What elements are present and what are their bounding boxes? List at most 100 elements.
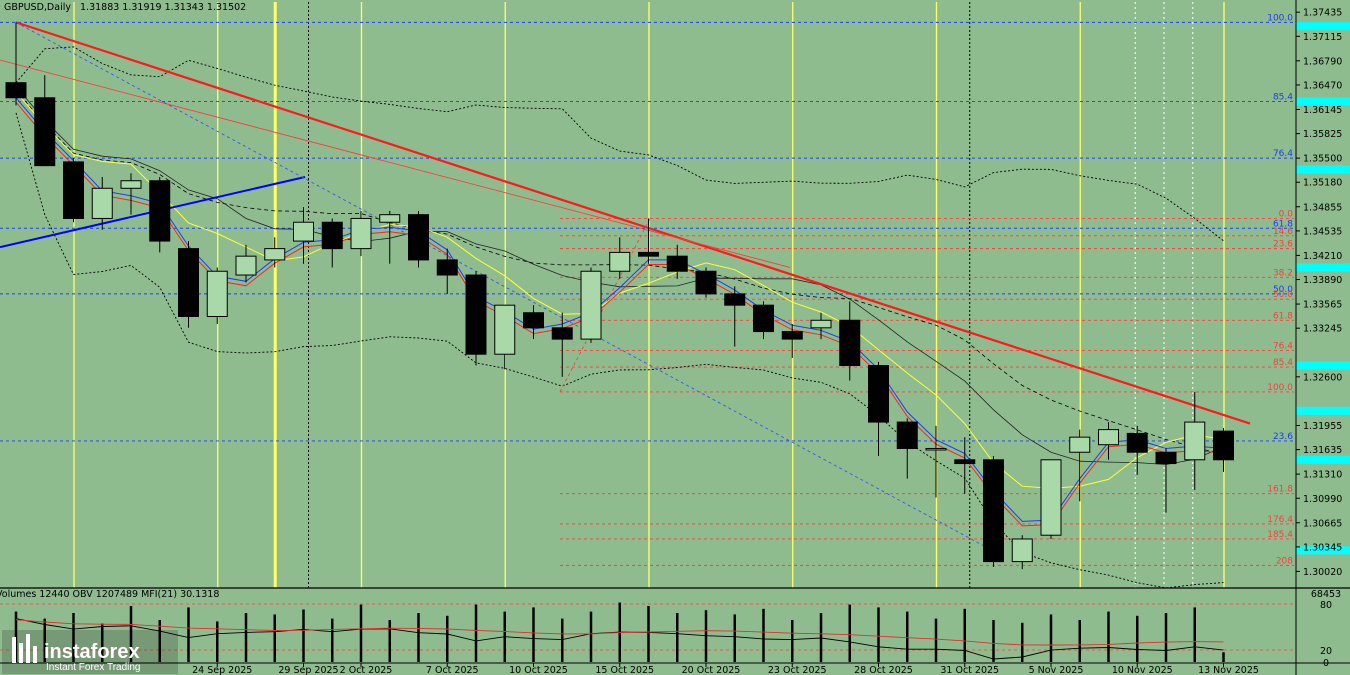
price-tag <box>1296 361 1350 370</box>
candle-body <box>34 97 56 167</box>
date-label: 7 Oct 2025 <box>426 665 479 675</box>
candle-body <box>896 421 918 449</box>
obv-line <box>15 618 1224 660</box>
date-label: 24 Sep 2025 <box>192 665 252 675</box>
candle-body <box>63 161 84 219</box>
price-tick-label: 1.30990 <box>1303 494 1342 505</box>
price-tick-label: 1.34855 <box>1303 202 1342 213</box>
fib-level-label: 176.4 <box>1267 515 1293 525</box>
price-tick-label: 1.35500 <box>1303 154 1342 165</box>
candle-body <box>695 270 717 295</box>
price-tick-label: 1.35825 <box>1303 129 1342 140</box>
fib-level-label: 76.4 <box>1273 149 1293 159</box>
candle-body <box>465 274 487 355</box>
fib-level-label: 100.0 <box>1267 13 1293 23</box>
fib-level-label: 76.4 <box>1273 341 1293 351</box>
candle-body <box>264 248 286 261</box>
candle-body <box>321 221 343 250</box>
fib-level-label: 208 <box>1276 556 1293 566</box>
date-label: 28 Oct 2025 <box>854 665 913 675</box>
candle-body <box>609 251 631 272</box>
price-tick-label: 1.34535 <box>1303 226 1342 237</box>
candle-body <box>235 255 257 276</box>
indicator-scale-label: 20 <box>1320 646 1332 657</box>
price-tick-label: 1.34210 <box>1303 251 1342 262</box>
candle-body <box>494 304 516 355</box>
price-tick-label: 1.36145 <box>1303 105 1342 116</box>
price-tick-label: 1.33565 <box>1303 300 1342 311</box>
candle-body <box>379 214 401 223</box>
price-tick-label: 1.37435 <box>1303 8 1342 19</box>
price-tag <box>1296 97 1350 106</box>
instaforex-logo: instaforex Instant Forex Trading <box>2 630 178 674</box>
fib-level-label: 38.2 <box>1273 268 1293 278</box>
logo-icon <box>12 634 37 663</box>
price-tick-label: 1.30345 <box>1303 542 1342 553</box>
ma-yellow <box>15 91 1224 489</box>
candle-body <box>810 319 832 329</box>
candle-body <box>868 365 889 423</box>
candle-body <box>724 293 746 306</box>
logo-tagline: Instant Forex Trading <box>46 662 141 673</box>
candle-body <box>206 270 228 317</box>
price-tag <box>1296 546 1350 555</box>
candle-body <box>350 217 372 250</box>
price-tick-label: 1.32600 <box>1303 372 1342 383</box>
candle-body <box>120 180 142 189</box>
candle-body <box>983 459 1004 563</box>
date-label: 23 Oct 2025 <box>768 665 827 675</box>
date-label: 5 Nov 2025 <box>1029 665 1084 675</box>
candle-body <box>839 319 861 367</box>
candle-body <box>5 82 27 99</box>
price-tick-label: 1.36790 <box>1303 56 1342 67</box>
fib-level-label: 50.0 <box>1273 290 1293 300</box>
candle-body <box>925 447 947 451</box>
candle-body <box>408 214 429 261</box>
candle-body <box>753 304 774 333</box>
fib-level-label: 23.6 <box>1273 432 1293 442</box>
candle-body <box>580 270 602 340</box>
price-tag <box>1296 455 1350 464</box>
fib-level-label: 61.8 <box>1273 311 1293 321</box>
date-label: 20 Oct 2025 <box>682 665 741 675</box>
upper-band <box>15 46 1224 242</box>
blue-dashed-line <box>15 21 986 547</box>
date-label: 29 Sep 2025 <box>278 665 338 675</box>
price-tick-label: 1.31635 <box>1303 445 1342 456</box>
date-label: 13 Nov 2025 <box>1198 665 1259 675</box>
fib-level-label: 85.4 <box>1273 93 1293 103</box>
date-label: 10 Nov 2025 <box>1112 665 1173 675</box>
candle-body <box>1184 421 1206 461</box>
price-tag <box>1296 22 1350 31</box>
candle-body <box>293 221 314 242</box>
candle-body <box>1213 430 1234 461</box>
candle-body <box>1155 451 1177 465</box>
candle-body <box>551 327 573 340</box>
price-tag <box>1296 263 1350 272</box>
candle-body <box>1040 459 1062 536</box>
candle-body <box>436 259 458 276</box>
candle-body <box>523 312 544 329</box>
candle-body <box>1098 429 1119 446</box>
date-label: 10 Oct 2025 <box>509 665 568 675</box>
fib-level-label: 161.8 <box>1267 485 1293 495</box>
price-tick-label: 1.35180 <box>1303 178 1342 189</box>
logo-name: instaforex <box>44 641 140 663</box>
price-tick-label: 1.31955 <box>1303 421 1342 432</box>
candle-body <box>1069 436 1091 453</box>
main-downtrend-line <box>15 21 1251 425</box>
fib-level-label: 0.0 <box>1279 209 1294 219</box>
price-tick-label: 1.37115 <box>1303 32 1342 43</box>
candle-body <box>638 251 659 257</box>
ma-black <box>15 86 1224 465</box>
fib-level-label: 100.0 <box>1267 383 1293 393</box>
date-label: 2 Oct 2025 <box>340 665 393 675</box>
candle-body <box>149 180 171 242</box>
indicator-scale-label: 68453 <box>1311 589 1341 600</box>
indicator-scale-label: 80 <box>1320 600 1332 611</box>
mfi-line <box>15 619 1224 646</box>
ma-dashed <box>15 89 1224 455</box>
indicator-label: Volumes 12440 OBV 1207489 MFI(21) 30.131… <box>0 589 219 600</box>
